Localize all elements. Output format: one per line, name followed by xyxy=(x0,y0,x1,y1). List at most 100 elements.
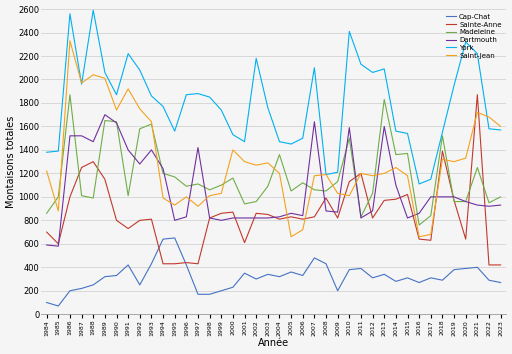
Sainte-Anne xyxy=(55,242,61,246)
Madeleine xyxy=(206,188,212,192)
Cap-Chat xyxy=(125,263,131,267)
Sainte-Anne xyxy=(102,177,108,181)
York xyxy=(439,130,445,135)
Saint-Jean xyxy=(335,191,341,195)
Saint-Jean xyxy=(137,107,143,111)
Saint-Jean xyxy=(346,194,352,198)
Saint-Jean xyxy=(311,173,317,178)
York xyxy=(381,67,387,71)
Saint-Jean xyxy=(276,171,283,176)
York xyxy=(288,142,294,146)
York xyxy=(498,128,504,132)
York xyxy=(67,12,73,16)
Saint-Jean xyxy=(323,172,329,177)
Dartmouth xyxy=(439,195,445,199)
Cap-Chat xyxy=(498,280,504,285)
Saint-Jean xyxy=(148,120,155,124)
Line: Saint-Jean: Saint-Jean xyxy=(47,41,501,237)
Saint-Jean xyxy=(381,171,387,176)
Sainte-Anne xyxy=(381,198,387,202)
Cap-Chat xyxy=(428,276,434,280)
York xyxy=(242,139,248,144)
Madeleine xyxy=(358,215,364,219)
Sainte-Anne xyxy=(183,261,189,265)
Sainte-Anne xyxy=(358,171,364,176)
Sainte-Anne xyxy=(451,198,457,202)
Cap-Chat xyxy=(393,279,399,284)
Dartmouth xyxy=(335,210,341,214)
Dartmouth xyxy=(300,213,306,218)
Sainte-Anne xyxy=(300,217,306,221)
York xyxy=(195,91,201,96)
Cap-Chat xyxy=(300,273,306,278)
Saint-Jean xyxy=(67,39,73,43)
Sainte-Anne xyxy=(67,195,73,199)
Cap-Chat xyxy=(253,277,259,281)
Saint-Jean xyxy=(90,73,96,77)
Madeleine xyxy=(265,184,271,188)
York xyxy=(78,82,84,86)
Saint-Jean xyxy=(253,163,259,167)
Sainte-Anne xyxy=(346,179,352,184)
Saint-Jean xyxy=(416,235,422,239)
Cap-Chat xyxy=(370,276,376,280)
Sainte-Anne xyxy=(370,216,376,220)
Dartmouth xyxy=(358,216,364,220)
Cap-Chat xyxy=(404,276,411,280)
Line: Cap-Chat: Cap-Chat xyxy=(47,238,501,306)
Madeleine xyxy=(218,183,224,187)
Dartmouth xyxy=(114,121,120,125)
Sainte-Anne xyxy=(404,192,411,196)
Cap-Chat xyxy=(276,275,283,279)
York xyxy=(276,139,283,144)
Cap-Chat xyxy=(335,289,341,293)
Madeleine xyxy=(230,176,236,180)
York xyxy=(160,104,166,109)
Dartmouth xyxy=(172,218,178,222)
Cap-Chat xyxy=(55,304,61,308)
York xyxy=(55,149,61,153)
York xyxy=(137,68,143,72)
Dartmouth xyxy=(346,125,352,130)
York xyxy=(114,93,120,97)
Dartmouth xyxy=(148,148,155,152)
York xyxy=(486,127,492,131)
Saint-Jean xyxy=(428,232,434,236)
Madeleine xyxy=(102,119,108,123)
Line: Sainte-Anne: Sainte-Anne xyxy=(47,95,501,265)
Sainte-Anne xyxy=(195,262,201,266)
Dartmouth xyxy=(474,203,480,207)
Cap-Chat xyxy=(148,262,155,266)
Madeleine xyxy=(125,194,131,198)
Cap-Chat xyxy=(486,278,492,282)
York xyxy=(416,182,422,186)
Sainte-Anne xyxy=(416,237,422,241)
Cap-Chat xyxy=(416,280,422,285)
Saint-Jean xyxy=(183,195,189,199)
Dartmouth xyxy=(498,203,504,207)
Cap-Chat xyxy=(439,278,445,282)
Saint-Jean xyxy=(125,87,131,91)
Saint-Jean xyxy=(172,203,178,207)
Saint-Jean xyxy=(230,148,236,152)
Madeleine xyxy=(439,134,445,138)
Madeleine xyxy=(474,165,480,170)
Dartmouth xyxy=(463,199,469,204)
York xyxy=(183,93,189,97)
Cap-Chat xyxy=(44,301,50,305)
Dartmouth xyxy=(370,209,376,213)
York xyxy=(311,65,317,70)
Sainte-Anne xyxy=(78,165,84,170)
Madeleine xyxy=(370,191,376,195)
Cap-Chat xyxy=(195,292,201,296)
Sainte-Anne xyxy=(439,149,445,153)
Madeleine xyxy=(451,199,457,204)
York xyxy=(148,94,155,98)
Madeleine xyxy=(78,194,84,198)
Sainte-Anne xyxy=(90,160,96,164)
York xyxy=(300,136,306,140)
Dartmouth xyxy=(486,204,492,209)
Madeleine xyxy=(288,189,294,193)
Legend: Cap-Chat, Sainte-Anne, Madeleine, Dartmouth, York, Saint-Jean: Cap-Chat, Sainte-Anne, Madeleine, Dartmo… xyxy=(444,12,503,60)
Cap-Chat xyxy=(288,270,294,274)
